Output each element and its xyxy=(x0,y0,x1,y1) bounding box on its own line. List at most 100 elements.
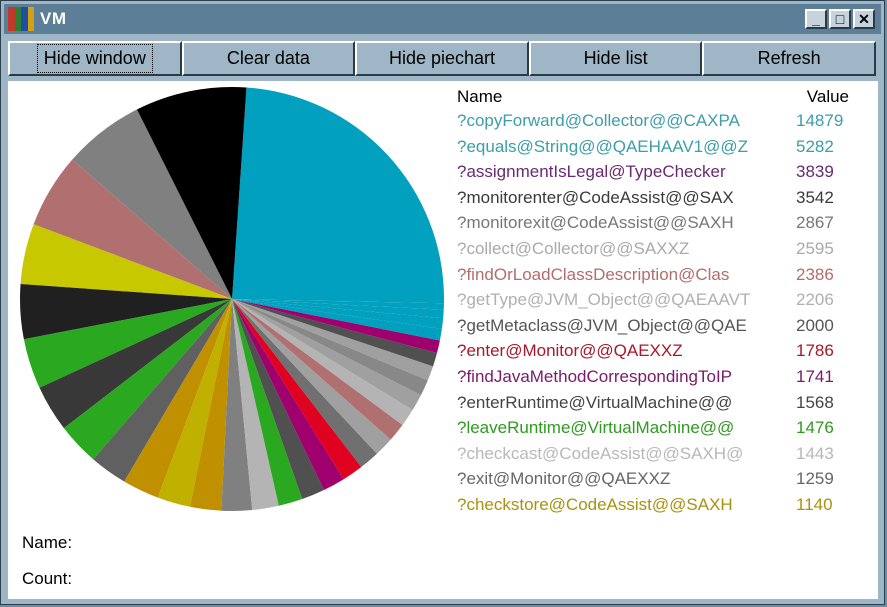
title-bar[interactable]: VM _ □ ✕ xyxy=(4,4,881,34)
list-item[interactable]: ?equals@String@@QAEHAAV1@@Z 5282 xyxy=(457,137,857,163)
list-item-name: ?equals@String@@QAEHAAV1@@Z xyxy=(457,136,749,156)
list-item[interactable]: ?getType@JVM_Object@@QAEAAVT 2206 xyxy=(457,290,857,316)
name-label: Name: xyxy=(22,533,73,552)
list-item[interactable]: ?getMetaclass@JVM_Object@@QAE 2000 xyxy=(457,316,857,342)
list-item[interactable]: ?findOrLoadClassDescription@Clas 2386 xyxy=(457,265,857,291)
pie-slice[interactable] xyxy=(232,299,444,329)
pie-slice[interactable] xyxy=(232,299,445,304)
pie-slice[interactable] xyxy=(39,299,233,429)
pie-slice[interactable] xyxy=(232,299,444,319)
pie-slice[interactable] xyxy=(20,284,233,340)
list-item-value: 1786 xyxy=(796,341,834,361)
list-item-value: 1741 xyxy=(796,366,834,386)
list-item-name: ?enter@Monitor@@QAEXXZ xyxy=(457,341,683,361)
list-item[interactable]: ?copyForward@Collector@@CAXPA 14879 xyxy=(457,111,857,137)
pie-slice[interactable] xyxy=(136,86,247,300)
list-item[interactable]: ?monitorenter@CodeAssist@@SAX 3542 xyxy=(457,188,857,214)
list-item-value: 1568 xyxy=(796,392,834,412)
list-item-name: ?collect@Collector@@SAXXZ xyxy=(457,238,690,258)
list-item-value: 2206 xyxy=(796,290,834,310)
pie-slice[interactable] xyxy=(232,299,434,381)
list-rows: ?copyForward@Collector@@CAXPA 14879 ?equal… xyxy=(457,111,857,521)
list-item[interactable]: ?assignmentIsLegal@TypeChecker 3839 xyxy=(457,162,857,188)
list-item[interactable]: ?checkcast@CodeAssist@@SAXH@ 1443 xyxy=(457,444,857,470)
list-item-value: 1259 xyxy=(796,469,834,489)
window-title: VM xyxy=(40,9,67,28)
list-item[interactable]: ?exit@Monitor@@QAEXXZ 1259 xyxy=(457,469,857,495)
list-item[interactable]: ?checkstore@CodeAssist@@SAXH 1140 xyxy=(457,495,857,521)
list-item-name: ?copyForward@Collector@@CAXPA xyxy=(457,111,740,130)
pie-slice[interactable] xyxy=(232,299,440,353)
list-item[interactable]: ?collect@Collector@@SAXXZ 2595 xyxy=(457,239,857,265)
list-item-name: ?assignmentIsLegal@TypeChecker xyxy=(457,162,726,182)
pie-slice[interactable] xyxy=(232,299,438,367)
pie-slice[interactable] xyxy=(63,299,232,460)
pie-slice[interactable] xyxy=(124,299,232,498)
column-header-value: Value xyxy=(806,87,849,106)
app-icon[interactable] xyxy=(8,7,34,31)
list-item-name: ?findOrLoadClassDescription@Clas xyxy=(457,264,730,284)
window-controls: _ □ ✕ xyxy=(805,9,875,29)
list-item-value: 1140 xyxy=(796,494,833,514)
list-item[interactable]: ?monitorexit@CodeAssist@@SAXH 2867 xyxy=(457,213,857,239)
minimize-icon[interactable]: _ xyxy=(805,9,827,29)
list-item-value: 5282 xyxy=(796,136,834,156)
hide-list-button[interactable]: Hide list xyxy=(528,41,703,76)
pie-slice[interactable] xyxy=(232,299,442,341)
list-item[interactable]: ?leaveRuntime@VirtualMachine@@ 1476 xyxy=(457,418,857,444)
list-item-name: ?monitorexit@CodeAssist@@SAXH xyxy=(457,213,734,233)
count-label: Count: xyxy=(22,569,73,588)
refresh-button[interactable]: Refresh xyxy=(702,41,876,76)
hide-piechart-button[interactable]: Hide piechart xyxy=(355,41,529,76)
list-item-value: 3542 xyxy=(796,187,834,207)
pie-chart[interactable] xyxy=(8,81,448,521)
list-item-name: ?checkcast@CodeAssist@@SAXH@ xyxy=(457,443,744,463)
close-icon[interactable]: ✕ xyxy=(853,9,875,29)
toolbar: Hide window Clear data Hide piechart Hid… xyxy=(8,41,876,76)
list-item-value: 14879 xyxy=(796,111,844,130)
pie-slice[interactable] xyxy=(157,299,232,507)
pie-slice[interactable] xyxy=(232,299,421,411)
pie-slice[interactable] xyxy=(232,299,413,425)
list-item[interactable]: ?enter@Monitor@@QAEXXZ 1786 xyxy=(457,341,857,367)
pie-slice[interactable] xyxy=(232,299,444,310)
method-list[interactable]: Name Value ?copyForward@Collector@@CAXPA… xyxy=(457,87,857,521)
list-item-value: 3839 xyxy=(796,162,834,182)
list-item[interactable]: ?findJavaMethodCorrespondingToIP 1741 xyxy=(457,367,857,393)
pie-slice[interactable] xyxy=(232,299,428,396)
pie-slice[interactable] xyxy=(232,299,324,500)
pie-slice[interactable] xyxy=(93,299,232,482)
list-item-name: ?checkstore@CodeAssist@@SAXH xyxy=(457,494,733,514)
list-item-value: 1476 xyxy=(796,418,834,438)
pie-slice[interactable] xyxy=(232,87,444,300)
pie-slice[interactable] xyxy=(232,299,279,511)
pie-slice[interactable] xyxy=(232,299,344,490)
list-item-name: ?exit@Monitor@@QAEXXZ xyxy=(457,469,671,489)
list-item-name: ?monitorenter@CodeAssist@@SAX xyxy=(457,187,734,207)
pie-slice[interactable] xyxy=(190,299,232,511)
list-item-name: ?getType@JVM_Object@@QAEAAVT xyxy=(457,290,751,310)
list-item-value: 2000 xyxy=(796,315,834,335)
list-item[interactable]: ?enterRuntime@VirtualMachine@@ 1568 xyxy=(457,393,857,419)
column-header-name: Name xyxy=(457,87,503,106)
pie-slice[interactable] xyxy=(232,299,377,468)
list-item-value: 2867 xyxy=(796,213,834,233)
pie-slice[interactable] xyxy=(33,159,232,299)
pie-slice[interactable] xyxy=(221,299,253,511)
list-item-value: 2386 xyxy=(796,264,834,284)
pie-slice[interactable] xyxy=(232,299,362,480)
pie-slice[interactable] xyxy=(20,224,232,299)
list-item-value: 1443 xyxy=(796,443,834,463)
pie-slice[interactable] xyxy=(232,299,391,454)
hide-window-button[interactable]: Hide window xyxy=(8,41,182,76)
pie-slice[interactable] xyxy=(232,299,303,506)
clear-data-button[interactable]: Clear data xyxy=(181,41,356,76)
pie-slice[interactable] xyxy=(232,299,403,440)
list-item-value: 2595 xyxy=(796,238,834,258)
pie-slice[interactable] xyxy=(23,299,233,388)
maximize-icon[interactable]: □ xyxy=(829,9,851,29)
list-item-name: ?leaveRuntime@VirtualMachine@@ xyxy=(457,418,735,438)
content-area: Name Value ?copyForward@Collector@@CAXPA… xyxy=(8,81,878,599)
pie-slice[interactable] xyxy=(72,109,232,299)
